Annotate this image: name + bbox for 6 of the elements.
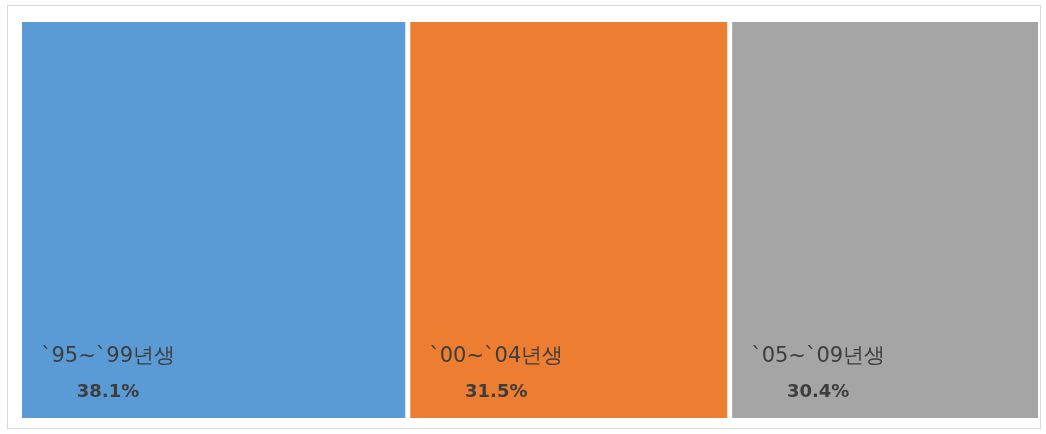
category-label: `95~`99년생 [40,343,176,367]
data-label: 30.4% [786,379,850,401]
data-label: 31.5% [465,379,528,401]
category-label: `00~`04년생 [429,343,564,367]
category-label: `05~`09년생 [751,343,886,367]
data-label: 38.1% [76,379,140,401]
